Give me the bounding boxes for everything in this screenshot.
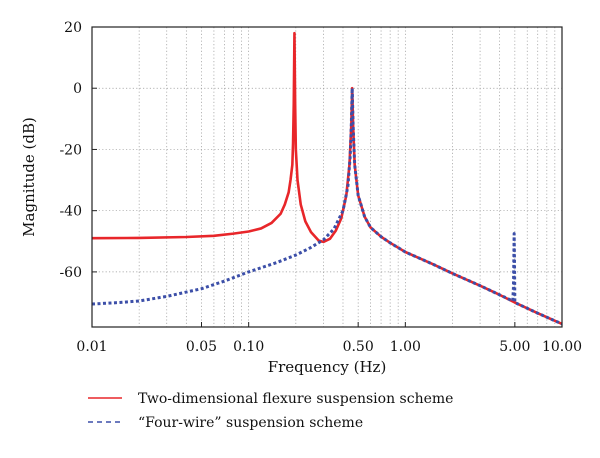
x-tick-label: 0.10	[233, 339, 264, 355]
y-tick-label: 20	[64, 20, 82, 36]
x-axis-label: Frequency (Hz)	[268, 358, 387, 376]
x-tick-label: 0.05	[186, 339, 217, 355]
grid-lines	[91, 26, 562, 327]
x-tick-label: 0.01	[76, 339, 107, 355]
x-tick-label: 5.00	[499, 339, 530, 355]
axis-ticks: 0.01 0.05 0.10 0.50 1.00 5.00 10.00 20 0 -20 -40 -6…	[59, 20, 582, 355]
x-tick-label: 0.50	[343, 339, 374, 355]
legend: Two-dimensional flexure suspension schem…	[88, 391, 453, 431]
series-lines	[91, 31, 563, 326]
plot-frame	[91, 26, 563, 328]
series-line-0	[91, 31, 563, 326]
legend-label-four-wire: “Four-wire” suspension scheme	[138, 415, 363, 431]
series-line-1	[91, 86, 563, 326]
y-tick-label: 0	[73, 81, 82, 97]
y-tick-label: -60	[59, 265, 82, 281]
x-tick-label: 1.00	[390, 339, 421, 355]
x-tick-label: 10.00	[542, 339, 582, 355]
legend-label-flexure: Two-dimensional flexure suspension schem…	[138, 391, 453, 407]
y-axis-label: Magnitude (dB)	[20, 117, 38, 237]
y-tick-label: -20	[59, 142, 82, 158]
y-tick-label: -40	[59, 204, 82, 220]
